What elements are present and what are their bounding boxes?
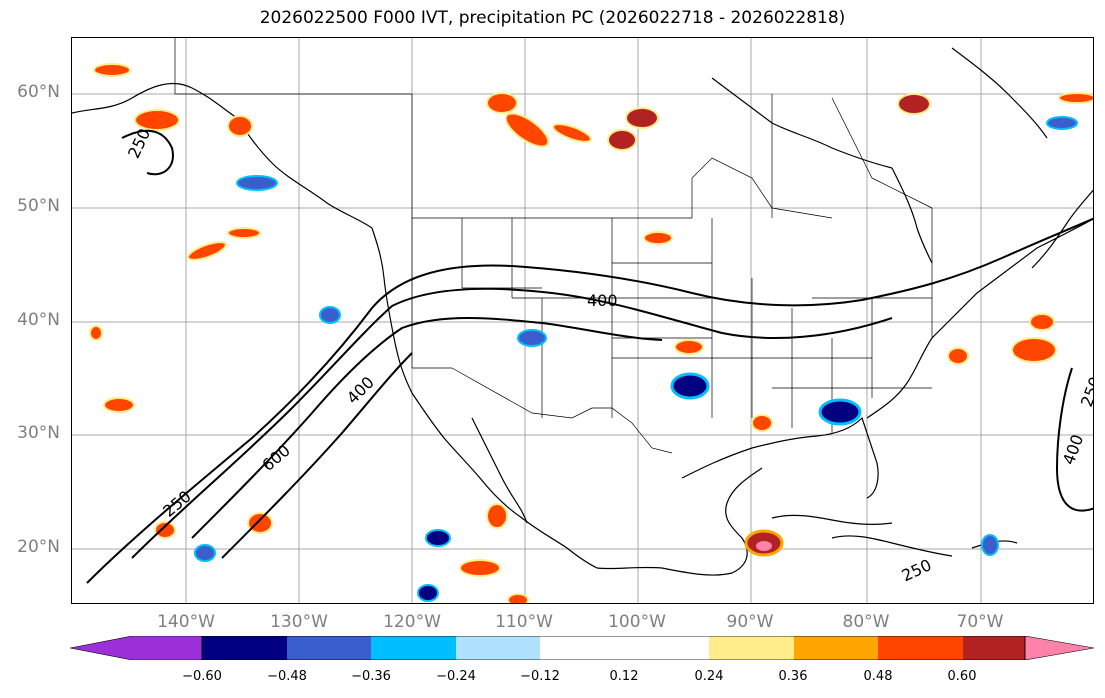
lat-label-60n: 60°N: [17, 82, 60, 102]
lon-label-130w: 130°W: [270, 612, 328, 632]
colorbar-tick-neg024: −0.24: [436, 669, 476, 684]
ivt-label-250-caribbean: 250: [899, 555, 935, 585]
ivt-label-600-pacific: 600: [258, 441, 294, 475]
precip-pc-shading: [89, 63, 1093, 603]
lat-label-20n: 20°N: [17, 537, 60, 557]
ivt-contours: [86, 129, 1093, 584]
colorbar-tick-048: 0.48: [863, 669, 893, 684]
lon-label-110w: 110°W: [495, 612, 553, 632]
lat-label-40n: 40°N: [17, 310, 60, 330]
colorbar-tick-neg036: −0.36: [351, 669, 391, 684]
map-panel: 250 400 600 400 250 250 400 250: [71, 37, 1094, 604]
coastlines: [72, 47, 1093, 576]
political-borders: [174, 38, 933, 454]
graticule: [72, 38, 1093, 603]
ivt-label-250-atlantic: 250: [1077, 374, 1094, 409]
colorbar-tick-neg012: −0.12: [520, 669, 560, 684]
colorbar-tick-036: 0.36: [778, 669, 808, 684]
colorbar: [70, 636, 1095, 660]
lat-label-50n: 50°N: [17, 196, 60, 216]
lat-label-30n: 30°N: [17, 423, 60, 443]
ivt-label-400-pacific: 400: [343, 373, 378, 408]
map-canvas: 250 400 600 400 250 250 400 250: [72, 38, 1094, 603]
colorbar-tick-neg048: −0.48: [267, 669, 307, 684]
lon-label-140w: 140°W: [157, 612, 215, 632]
colorbar-tick-060: 0.60: [947, 669, 977, 684]
colorbar-tick-neg060: −0.60: [182, 669, 222, 684]
lon-label-90w: 90°W: [726, 612, 774, 632]
ivt-label-400-atlantic: 400: [1059, 432, 1087, 467]
colorbar-tick-024: 0.24: [694, 669, 724, 684]
colorbar-tick-012: 0.12: [609, 669, 639, 684]
ivt-label-400-plains: 400: [587, 291, 618, 310]
lon-label-80w: 80°W: [842, 612, 890, 632]
lon-label-100w: 100°W: [608, 612, 666, 632]
lon-label-70w: 70°W: [956, 612, 1004, 632]
lon-label-120w: 120°W: [383, 612, 441, 632]
ivt-label-250-pacific: 250: [159, 487, 195, 521]
map-title: 2026022500 F000 IVT, precipitation PC (2…: [259, 8, 846, 28]
